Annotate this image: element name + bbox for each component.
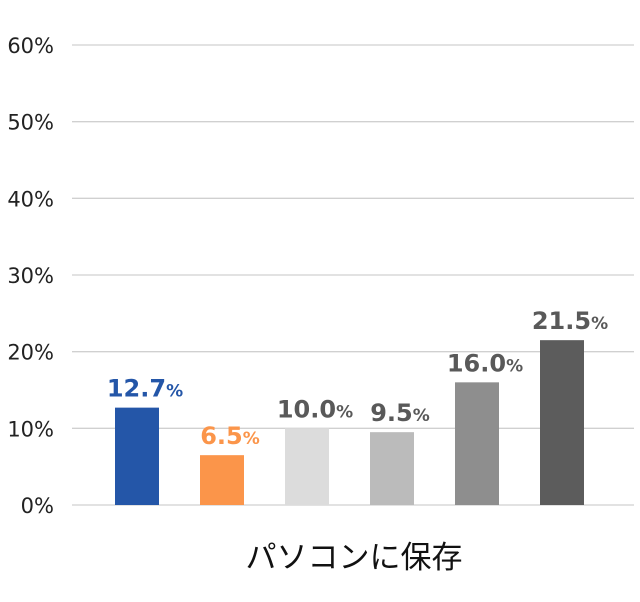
data-label: 10.0%: [277, 395, 353, 423]
data-label: 12.7%: [107, 375, 183, 403]
bar: [115, 407, 159, 505]
data-label: 16.0%: [447, 349, 523, 377]
gridlines: [72, 44, 634, 506]
bar: [285, 428, 329, 505]
data-labels: 12.7% 6.5% 10.0% 9.5% 16.0% 21.5%: [107, 307, 608, 450]
bar: [455, 382, 499, 505]
y-tick-label: 30%: [7, 264, 54, 288]
y-tick-label: 10%: [7, 417, 54, 441]
bar: [540, 340, 584, 505]
y-tick-label: 0%: [21, 494, 54, 518]
y-tick-label: 40%: [7, 187, 54, 211]
data-label: 9.5%: [370, 399, 430, 427]
bar: [200, 455, 244, 505]
data-label: 6.5%: [200, 422, 260, 450]
y-tick-label: 50%: [7, 111, 54, 135]
y-axis-tick-labels: 0% 10% 20% 30% 40% 50% 60%: [7, 34, 54, 518]
data-label: 21.5%: [532, 307, 608, 335]
x-axis-title: パソコンに保存: [246, 540, 463, 576]
y-tick-label: 60%: [7, 34, 54, 58]
y-tick-label: 20%: [7, 341, 54, 365]
bar: [370, 432, 414, 505]
bars: [115, 340, 584, 505]
